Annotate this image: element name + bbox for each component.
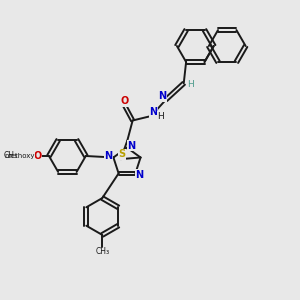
Text: N: N — [127, 141, 135, 151]
Text: O: O — [34, 151, 42, 161]
Text: CH₃: CH₃ — [3, 152, 17, 160]
Text: N: N — [149, 107, 158, 118]
Text: H: H — [157, 112, 164, 121]
Text: N: N — [105, 151, 113, 161]
Text: O: O — [120, 97, 128, 106]
Text: S: S — [118, 149, 125, 159]
Text: N: N — [136, 169, 144, 180]
Text: methoxy: methoxy — [4, 153, 35, 159]
Text: H: H — [187, 80, 194, 89]
Text: CH₃: CH₃ — [95, 248, 109, 256]
Text: N: N — [158, 91, 166, 101]
